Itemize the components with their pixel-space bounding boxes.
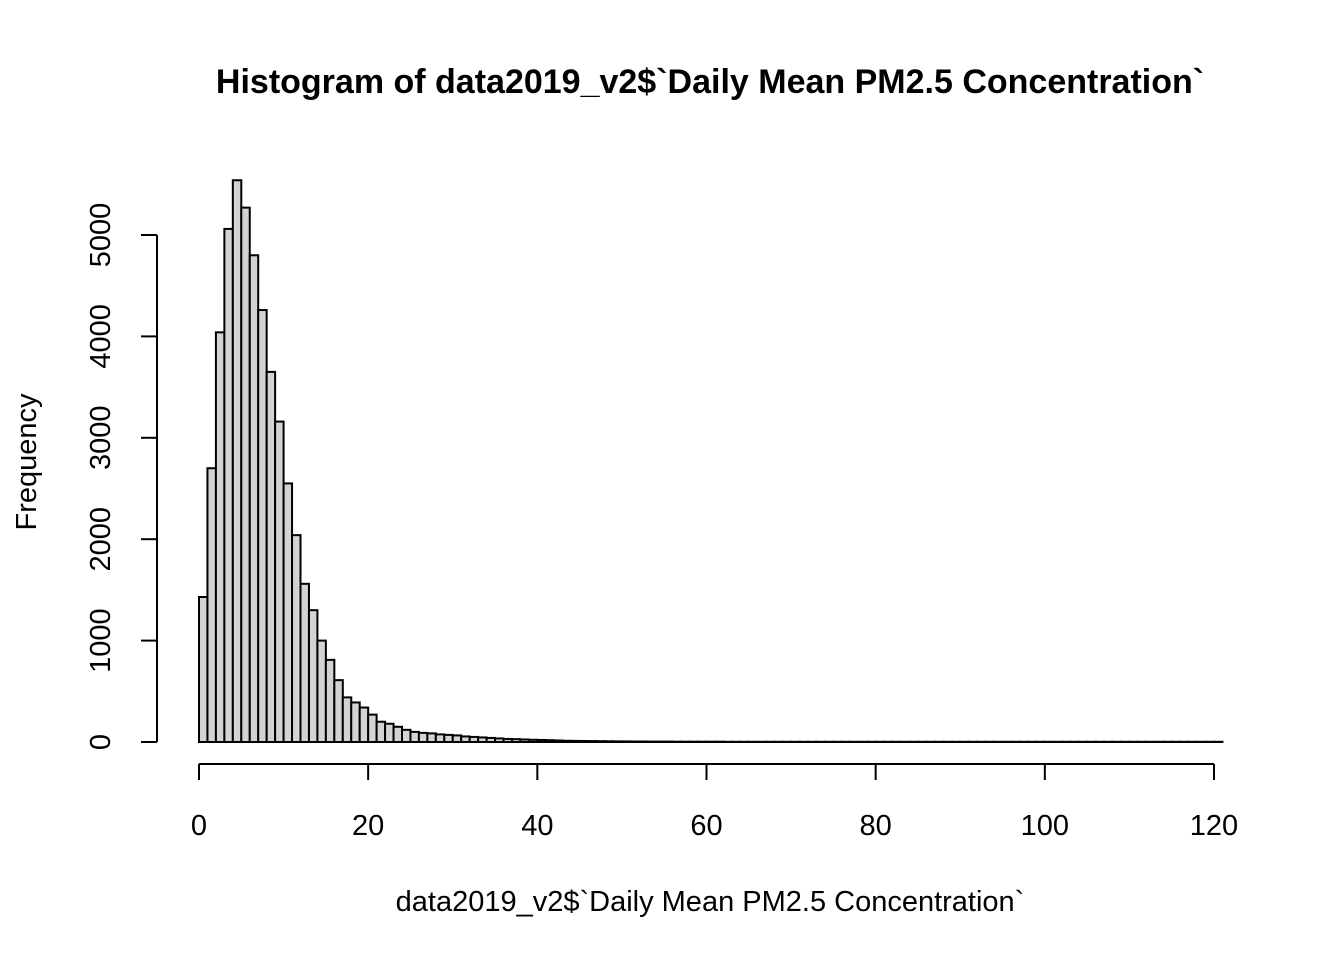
histogram-bar [358, 706, 370, 743]
histogram-bar [519, 738, 530, 744]
histogram-bar [637, 740, 649, 743]
histogram-bar [612, 740, 623, 744]
x-tick-label: 80 [860, 810, 892, 842]
histogram-bar [595, 740, 607, 743]
histogram-bar [527, 738, 539, 744]
histogram-bar [477, 736, 488, 744]
histogram-bar [570, 739, 581, 743]
histogram-bar [401, 728, 412, 743]
histogram-bar [629, 740, 640, 743]
histogram-bar [324, 658, 336, 744]
bars-group [198, 179, 1224, 744]
y-axis-label: Frequency [11, 393, 43, 531]
histogram-bar [451, 734, 463, 743]
y-tick-label: 1000 [85, 608, 117, 673]
histogram-bar [604, 740, 615, 744]
histogram-bar [620, 740, 632, 744]
histogram-bar [274, 420, 285, 743]
histogram-bar [434, 733, 446, 744]
histogram-bar [587, 740, 598, 744]
histogram-bar [460, 735, 471, 743]
y-tick-label: 5000 [85, 203, 117, 268]
x-tick-label: 20 [352, 810, 384, 842]
histogram-bar [485, 736, 497, 743]
histogram-bar [206, 467, 217, 743]
histogram-bar [502, 737, 513, 744]
histogram-bar [231, 179, 243, 743]
histogram-bar [350, 701, 361, 743]
histogram-bar [316, 639, 327, 743]
histogram-bar [299, 582, 310, 743]
histogram-bar [198, 595, 209, 743]
histogram-bar [282, 482, 294, 743]
y-tick-label: 2000 [85, 507, 117, 572]
y-tick-label: 3000 [85, 406, 117, 471]
histogram-bar [384, 722, 395, 743]
histogram-bar [536, 738, 547, 743]
histogram-bar [257, 309, 268, 743]
histogram-bar [561, 739, 573, 744]
histogram-bar [265, 370, 277, 743]
histogram-bar [375, 720, 387, 743]
x-tick-label: 0 [191, 810, 207, 842]
histogram-bar [468, 735, 480, 743]
histogram-bar [510, 738, 522, 744]
histogram-bar [240, 206, 251, 743]
histogram-bar [553, 739, 564, 744]
histogram-bar [214, 331, 226, 743]
chart-title: Histogram of data2019_v2$`Daily Mean PM2… [216, 63, 1204, 101]
x-axis-label: data2019_v2$`Daily Mean PM2.5 Concentrat… [396, 886, 1025, 918]
y-axis: 0 1000 2000 3000 4000 5000 [85, 203, 158, 750]
histogram-bar [248, 254, 260, 743]
histogram-bar [544, 739, 556, 744]
x-tick-label: 120 [1190, 810, 1238, 842]
histogram-bar [291, 534, 302, 743]
x-tick-label: 60 [690, 810, 722, 842]
histogram-bar [426, 732, 437, 743]
histogram-bar [367, 713, 378, 744]
x-tick-label: 40 [521, 810, 553, 842]
histogram-bar [223, 227, 234, 743]
histogram-bar [417, 731, 429, 744]
y-tick-label: 4000 [85, 304, 117, 369]
histogram-bar [409, 730, 420, 743]
histogram-bar [578, 739, 590, 744]
histogram-bar [333, 679, 344, 743]
y-tick-label: 0 [85, 734, 117, 750]
histogram-bar [307, 609, 319, 743]
histogram-bar [392, 725, 403, 743]
histogram-bar [494, 737, 505, 743]
histogram-bar [341, 696, 353, 743]
histogram-bar [443, 733, 454, 743]
x-tick-label: 100 [1021, 810, 1069, 842]
x-axis: 0 20 40 60 80 100 120 [191, 763, 1238, 842]
